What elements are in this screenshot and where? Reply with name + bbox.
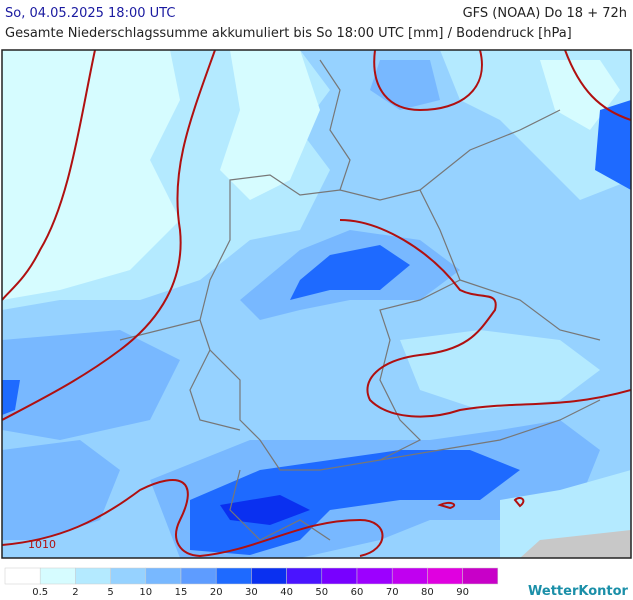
legend-swatch	[462, 567, 499, 585]
isobar-label: 1010	[28, 538, 56, 551]
precip-field	[2, 50, 631, 558]
legend-label: 40	[280, 587, 293, 598]
model-run: GFS (NOAA) Do 18 + 72h	[462, 6, 627, 21]
legend-label: 5	[107, 587, 113, 598]
legend-label: 10	[139, 587, 152, 598]
legend: 0.5 2 5 10 15 20 30 40 50 60 70 80 90	[4, 567, 499, 598]
legend-label: 60	[351, 587, 364, 598]
legend-label: 50	[315, 587, 328, 598]
legend-label: 80	[421, 587, 434, 598]
legend-swatch	[427, 567, 463, 585]
brand: WetterKontor	[528, 584, 629, 599]
legend-swatch	[356, 567, 393, 585]
legend-label: 15	[175, 587, 188, 598]
legend-swatch	[286, 567, 323, 585]
legend-swatch	[110, 567, 147, 585]
legend-label: 70	[386, 587, 399, 598]
legend-label: 20	[210, 587, 223, 598]
legend-swatch	[251, 567, 287, 585]
legend-swatch	[215, 567, 252, 585]
legend-swatch	[75, 567, 111, 585]
map-frame	[1, 49, 632, 559]
legend-swatch	[391, 567, 428, 585]
legend-swatch	[180, 567, 217, 585]
legend-label: 30	[245, 587, 258, 598]
subtitle: Gesamte Niederschlagssumme akkumuliert b…	[5, 26, 572, 41]
isobars	[2, 50, 631, 558]
legend-label: 90	[456, 587, 469, 598]
legend-swatch	[145, 567, 182, 585]
legend-label: 2	[72, 587, 78, 598]
legend-label: 0.5	[32, 587, 48, 598]
legend-swatch	[321, 567, 358, 585]
legend-swatch	[39, 567, 76, 585]
borders	[119, 59, 601, 541]
date: So, 04.05.2025 18:00 UTC	[5, 6, 176, 21]
legend-swatch	[4, 567, 41, 585]
